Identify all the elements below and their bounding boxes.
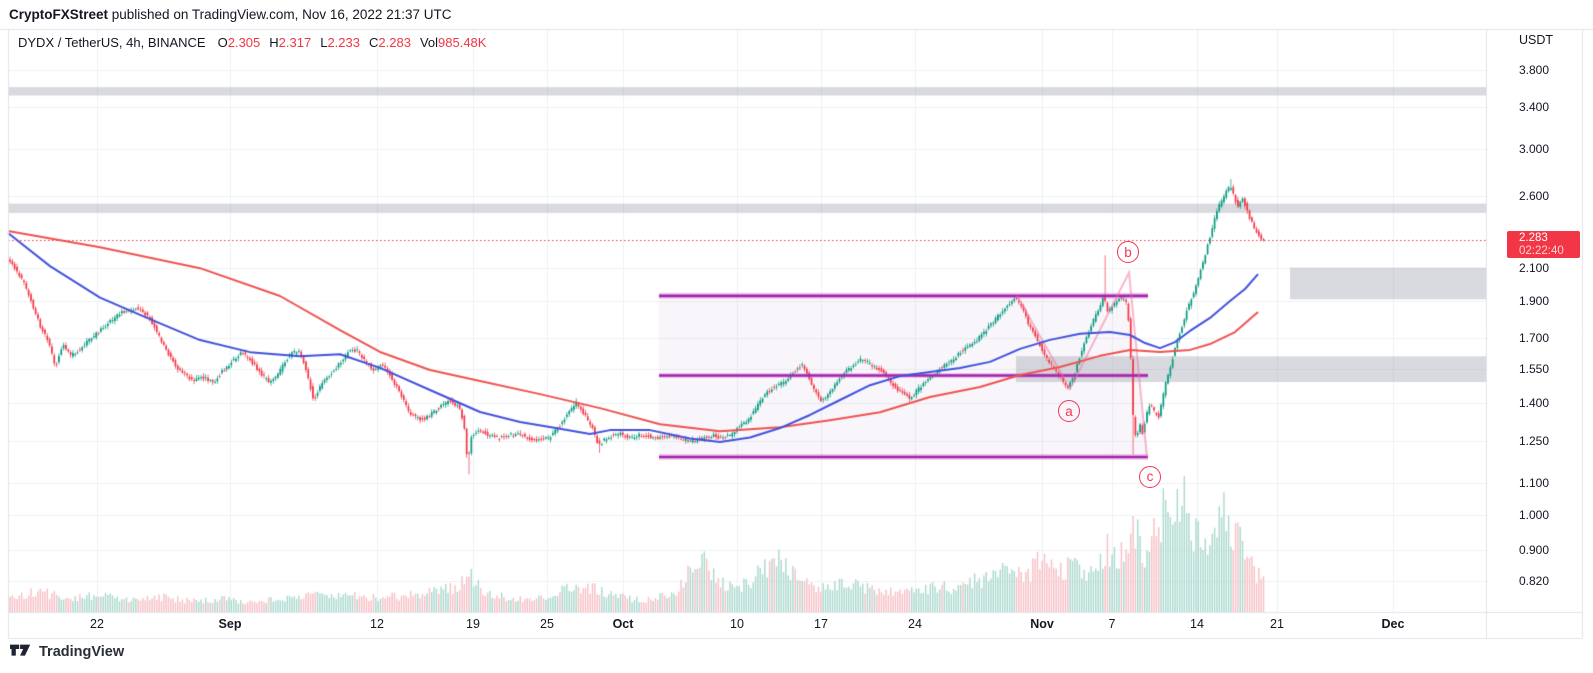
price-tick-2.600: 2.600 — [1519, 189, 1550, 204]
ohlc-value: 2.305 — [227, 35, 261, 50]
price-axis-currency-label: USDT — [1519, 33, 1554, 47]
price-tick-1.250: 1.250 — [1519, 433, 1550, 448]
last-price-value: 2.283 — [1519, 232, 1548, 244]
price-tick-1.400: 1.400 — [1519, 395, 1550, 410]
ohlc-label: Vol — [419, 35, 439, 50]
ohlc-field-vol: Vol985.48K — [420, 35, 487, 50]
publisher-text: published on TradingView.com, Nov 16, 20… — [108, 7, 452, 22]
price-tick-0.900: 0.900 — [1519, 543, 1550, 558]
price-tick-1.100: 1.100 — [1519, 476, 1550, 491]
ohlc-value: 2.233 — [327, 35, 360, 50]
bar-countdown: 02:22:40 — [1519, 245, 1564, 257]
price-tick-1.550: 1.550 — [1519, 361, 1550, 376]
time-tick-17: 17 — [814, 617, 828, 631]
time-tick-19: 19 — [466, 617, 480, 631]
time-tick-sep: Sep — [218, 617, 242, 631]
price-tick-1.700: 1.700 — [1519, 331, 1550, 346]
ohlc-label: O — [217, 35, 228, 50]
time-tick-14: 14 — [1190, 617, 1204, 631]
ohlc-field-o: O2.305 — [218, 35, 261, 50]
time-tick-7: 7 — [1108, 617, 1116, 631]
price-tick-0.820: 0.820 — [1519, 574, 1550, 589]
ohlc-field-h: H2.317 — [269, 35, 311, 50]
time-tick-21: 21 — [1270, 617, 1284, 631]
ohlc-field-c: C2.283 — [369, 35, 411, 50]
ohlc-field-l: L2.233 — [320, 35, 360, 50]
time-tick-12: 12 — [370, 617, 384, 631]
time-tick-dec: Dec — [1381, 617, 1405, 631]
price-tick-3.400: 3.400 — [1519, 100, 1550, 115]
ohlc-value: 985.48K — [438, 35, 487, 50]
ohlc-label: H — [269, 35, 279, 50]
wave-label-c[interactable]: c — [1139, 465, 1161, 488]
price-tick-3.800: 3.800 — [1519, 63, 1550, 77]
wave-label-a[interactable]: a — [1058, 400, 1080, 423]
tradingview-brand-text: TradingView — [39, 644, 125, 660]
time-tick-10: 10 — [730, 617, 744, 631]
time-tick-oct: Oct — [612, 617, 634, 631]
price-tick-1.000: 1.000 — [1519, 508, 1550, 522]
price-tick-1.900: 1.900 — [1519, 294, 1550, 309]
symbol-title[interactable]: DYDX / TetherUS, 4h, BINANCE — [18, 35, 206, 50]
publisher-author: CryptoFXStreet — [9, 7, 109, 22]
ohlc-label: L — [320, 35, 328, 50]
publisher-bar: CryptoFXStreet published on TradingView.… — [9, 0, 451, 29]
ohlc-label: C — [369, 35, 379, 50]
time-tick-24: 24 — [908, 617, 922, 631]
ohlc-value: 2.317 — [278, 35, 312, 50]
ohlc-value: 2.283 — [378, 35, 411, 50]
tradingview-logo-icon — [10, 644, 31, 656]
price-tick-3.000: 3.000 — [1519, 141, 1550, 156]
last-price-tag: 2.283 02:22:40 — [1507, 231, 1580, 258]
time-tick-22: 22 — [90, 617, 104, 631]
symbol-header: DYDX / TetherUS, 4h, BINANCE O2.305 H2.31… — [18, 35, 495, 50]
footer-brand[interactable]: TradingView — [10, 644, 124, 660]
price-tick-2.100: 2.100 — [1519, 260, 1550, 275]
time-tick-nov: Nov — [1030, 617, 1054, 631]
time-tick-25: 25 — [540, 617, 554, 631]
ohlc-readout: O2.305 H2.317 L2.233 C2.283 Vol985.48K — [218, 35, 496, 50]
wave-label-b[interactable]: b — [1117, 241, 1139, 264]
